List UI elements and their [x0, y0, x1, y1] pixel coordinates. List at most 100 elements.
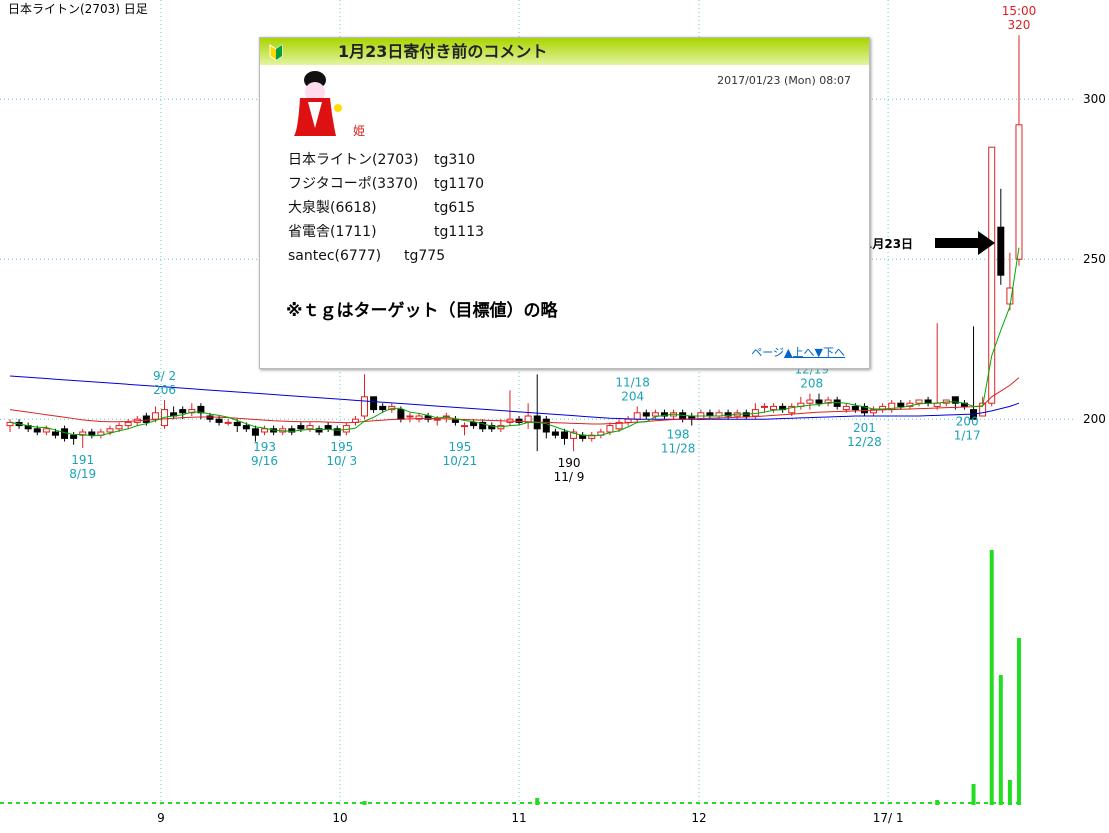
- candle-body: [261, 428, 269, 433]
- candle-body: [897, 402, 905, 407]
- high-low-label: 10/ 3: [326, 454, 357, 468]
- y-tick-label: 200: [1083, 412, 1106, 426]
- x-tick-label: 9: [157, 811, 165, 825]
- high-low-label: 10/21: [443, 454, 478, 468]
- candle-body: [997, 226, 1005, 276]
- stock-name: 大泉製(6618): [288, 200, 377, 216]
- candle-body: [788, 405, 796, 414]
- volume-bar: [1007, 780, 1012, 805]
- candle-body: [824, 399, 832, 404]
- candle-body: [842, 405, 850, 411]
- high-low-label: 15:00: [1002, 4, 1037, 18]
- candle-body: [551, 431, 559, 436]
- high-low-label: 195: [449, 440, 472, 454]
- candle-body: [660, 412, 668, 417]
- candle-body: [979, 402, 987, 417]
- page-label: ページ: [751, 346, 785, 359]
- candle-body: [988, 146, 996, 404]
- comment-author: 姫: [353, 124, 366, 138]
- candle-body: [1015, 124, 1023, 260]
- x-tick-label: 10: [332, 811, 347, 825]
- comment-row: フジタコーポ(3370) tg1170: [288, 172, 484, 196]
- candle-body: [633, 412, 641, 420]
- stock-name: 省電舎(1711): [288, 224, 377, 240]
- comment-row: 大泉製(6618) tg615: [288, 196, 484, 220]
- high-low-label: 208: [800, 377, 823, 391]
- high-low-label: 193: [253, 440, 276, 454]
- comment-popup: 1月23日寄付き前のコメント 2017/01/23 (Mon) 08:07 姫 …: [259, 37, 870, 369]
- candle-body: [233, 421, 241, 427]
- x-tick-label: 11: [511, 811, 526, 825]
- candle-body: [151, 412, 159, 420]
- target: tg310: [434, 152, 476, 168]
- stock-name: 日本ライトン(2703): [288, 152, 419, 168]
- volume-bar: [362, 801, 367, 805]
- volume-bar: [935, 800, 940, 805]
- y-tick-label: 250: [1083, 252, 1106, 266]
- candle-body: [615, 421, 623, 430]
- stock-name: santec(6777): [288, 248, 382, 264]
- candle-body: [333, 428, 341, 436]
- stock-name: フジタコーポ(3370): [288, 176, 419, 192]
- candle-body: [488, 425, 496, 430]
- high-low-label: 9/ 2: [153, 369, 176, 383]
- candle-body: [79, 431, 87, 436]
- candle-body: [124, 421, 132, 427]
- comment-rows: 日本ライトン(2703) tg310 フジタコーポ(3370) tg1170 大泉製(6…: [288, 148, 484, 268]
- candle-body: [560, 431, 568, 439]
- candle-body: [606, 425, 614, 433]
- candle-body: [479, 421, 487, 430]
- candle-body: [570, 431, 578, 439]
- candle-body: [760, 405, 768, 408]
- candle-body: [770, 405, 778, 411]
- comment-note: ※ｔｇはターゲット（目標値）の略: [286, 301, 558, 321]
- candle-body: [370, 396, 378, 411]
- down-link[interactable]: ▼下へ: [814, 346, 845, 359]
- up-link[interactable]: ▲上へ: [784, 346, 815, 359]
- candle-body: [197, 405, 205, 414]
- arrow-annotation: 1月23日: [864, 231, 995, 255]
- candle-body: [61, 428, 69, 439]
- high-low-label: 206: [153, 383, 176, 397]
- moving-average: [9, 375, 1020, 420]
- volume-bar: [998, 675, 1003, 805]
- candle-body: [806, 399, 814, 404]
- high-low-label: 191: [71, 453, 94, 467]
- candle-body: [406, 415, 414, 418]
- candle-body: [188, 409, 196, 414]
- comment-row: santec(6777) tg775: [288, 244, 484, 268]
- x-tick-label: 12: [691, 811, 706, 825]
- high-low-label: 198: [667, 427, 690, 441]
- x-tick-label: 17/ 1: [873, 811, 904, 825]
- candle-body: [915, 399, 923, 404]
- candle-body: [860, 405, 868, 414]
- candle-body: [106, 428, 114, 433]
- comment-title: 1月23日寄付き前のコメント: [260, 38, 869, 65]
- candle-body: [851, 405, 859, 411]
- candle-body: [397, 409, 405, 420]
- candle-body: [242, 425, 250, 430]
- candle-body: [433, 418, 441, 421]
- high-low-label: 201: [853, 421, 876, 435]
- candle-body: [951, 396, 959, 404]
- high-low-label: 190: [558, 456, 581, 470]
- candle-body: [288, 428, 296, 433]
- candle-body: [315, 428, 323, 433]
- moving-average: [9, 247, 1020, 437]
- high-low-label: 9/16: [251, 454, 278, 468]
- volume-bar: [535, 798, 540, 805]
- candle-body: [324, 425, 332, 430]
- comment-datetime: 2017/01/23 (Mon) 08:07: [717, 74, 851, 87]
- comment-row: 日本ライトン(2703) tg310: [288, 148, 484, 172]
- candle-body: [588, 434, 596, 439]
- beginner-icon: [269, 44, 283, 61]
- candle-body: [724, 412, 732, 417]
- candle-body: [42, 428, 50, 433]
- candle-body: [415, 415, 423, 420]
- candle-body: [142, 415, 150, 423]
- candle-body: [88, 431, 96, 436]
- candle-body: [815, 399, 823, 404]
- candle-body: [70, 434, 78, 439]
- chart-title: 日本ライトン(2703) 日足: [8, 2, 148, 16]
